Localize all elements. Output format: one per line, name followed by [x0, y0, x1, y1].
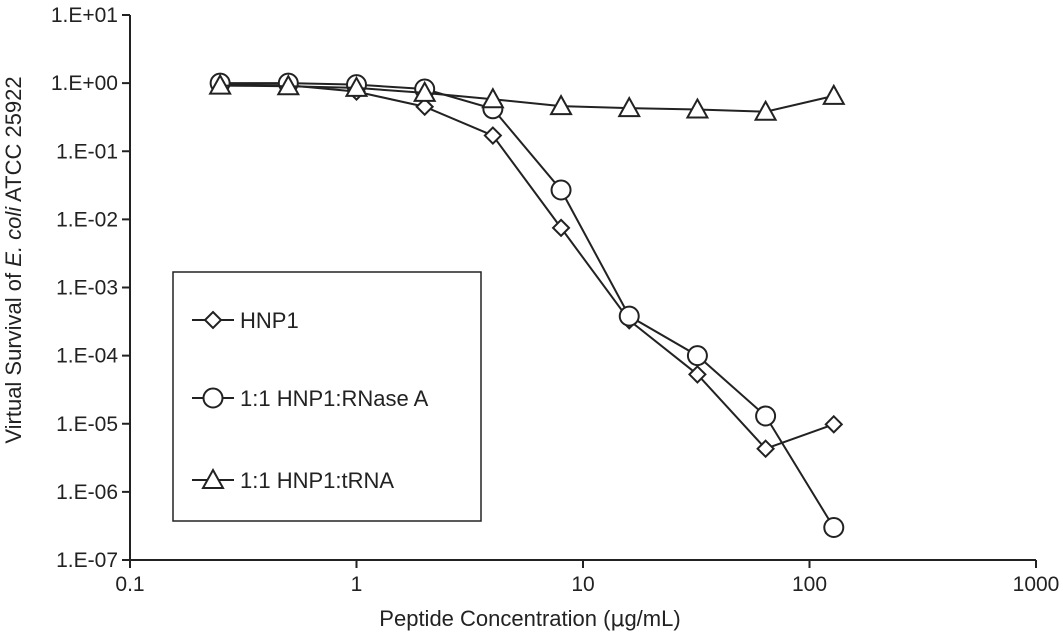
legend-item-rnase: 1:1 HNP1:RNase A	[192, 386, 429, 411]
series-layer	[208, 72, 846, 538]
y-tick-label: 1.E-05	[56, 413, 118, 436]
series-line-rnase	[220, 82, 835, 529]
y-tick-label: 1.E+01	[51, 4, 118, 27]
y-tick-label: 1.E+00	[51, 72, 118, 95]
legend-label-hnp1: HNP1	[240, 308, 299, 333]
y-tick-label: 1.E-01	[56, 140, 118, 163]
x-tick-label: 1	[351, 573, 363, 596]
triangle-marker	[617, 96, 641, 118]
legend-label-trna: 1:1 HNP1:tRNA	[240, 468, 394, 493]
diamond-marker	[415, 97, 435, 117]
legend-item-trna: 1:1 HNP1:tRNA	[192, 467, 394, 493]
legend-triangle-marker	[201, 467, 225, 489]
series-line-trna	[220, 84, 835, 113]
y-tick-label: 1.E-06	[56, 481, 118, 504]
legend-diamond-marker	[203, 310, 223, 330]
triangle-marker	[276, 74, 301, 96]
legend-circle-marker	[202, 387, 224, 409]
x-tick-label: 0.1	[115, 573, 144, 596]
diamond-marker	[756, 439, 776, 459]
triangle-marker	[822, 83, 846, 105]
triangle-marker	[685, 97, 710, 119]
triangle-marker-shape	[201, 467, 225, 489]
diamond-marker	[688, 364, 707, 384]
y-tick-label: 1.E-04	[56, 345, 118, 368]
x-tick-label: 100	[792, 573, 827, 596]
series-trna	[208, 73, 846, 121]
legend: HNP1 1:1 HNP1:RNase A 1:1 HNP1:tRNA	[172, 271, 482, 522]
x-axis-title: Peptide Concentration (μg/mL)	[379, 606, 680, 632]
triangle-marker	[753, 99, 778, 121]
triangle-marker	[208, 73, 232, 95]
circle-marker	[550, 179, 572, 201]
circle-marker-shape	[202, 387, 224, 409]
y-axis-title: Virtual Survival of E. coli ATCC 25922	[1, 76, 26, 443]
legend-item-hnp1: HNP1	[192, 308, 299, 333]
triangle-marker	[412, 80, 437, 102]
circle-marker	[755, 405, 777, 427]
triangle-marker	[344, 75, 369, 97]
circle-marker	[686, 345, 708, 367]
triangle-marker	[549, 94, 573, 116]
x-tick-label: 1000	[1013, 573, 1060, 596]
diamond-marker-shape	[203, 310, 223, 330]
diamond-marker	[483, 126, 503, 145]
triangle-marker	[481, 87, 505, 109]
diamond-marker	[824, 414, 844, 434]
circle-marker	[618, 305, 640, 327]
series-line-hnp1	[220, 83, 835, 450]
legend-label-rnase: 1:1 HNP1:RNase A	[240, 386, 429, 411]
y-tick-label: 1.E-07	[56, 549, 118, 572]
y-tick-label: 1.E-03	[56, 277, 118, 300]
y-axis-ticks: 1.E+01 1.E+00 1.E-01 1.E-02 1.E-03 1.E-04 1.E-…	[51, 4, 130, 572]
y-tick-label: 1.E-02	[56, 208, 118, 231]
diamond-marker	[551, 218, 571, 238]
x-axis-ticks: 0.1 1 10 100 1000	[115, 560, 1059, 596]
x-tick-label: 10	[571, 573, 594, 596]
circle-marker	[823, 516, 845, 538]
